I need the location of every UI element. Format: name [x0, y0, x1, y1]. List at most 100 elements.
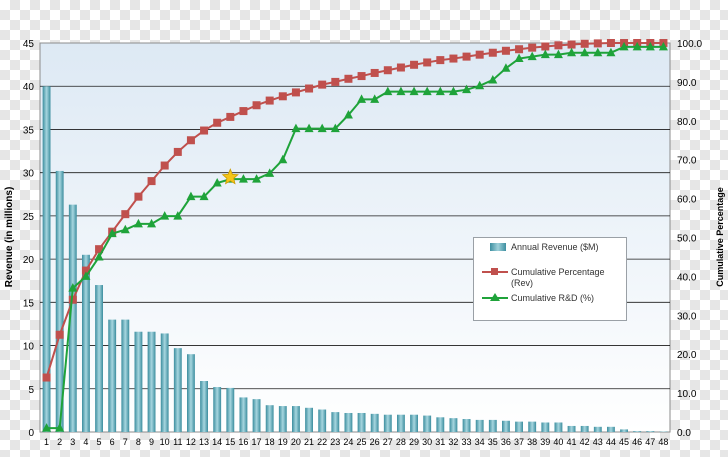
x-tick-label: 20	[291, 437, 301, 447]
y2-tick-label: 0.0	[677, 428, 691, 439]
triangle-marker	[593, 47, 603, 57]
x-tick-label: 7	[123, 437, 128, 447]
bar	[567, 425, 576, 432]
square-marker	[331, 77, 340, 86]
x-tick-label: 35	[488, 437, 498, 447]
x-tick-label: 17	[252, 437, 262, 447]
triangle-marker	[435, 86, 445, 96]
square-marker	[68, 295, 77, 304]
triangle-marker	[160, 211, 170, 220]
y-tick-label: 10	[23, 342, 35, 353]
legend-item-cumulative-rev: Cumulative Percentage (Rev)	[482, 267, 621, 289]
bar	[95, 285, 103, 432]
bar	[593, 426, 602, 432]
x-tick-label: 30	[422, 437, 432, 447]
revenue-bars	[42, 86, 668, 432]
bar	[462, 419, 471, 432]
legend-label-revenue: Annual Revenue ($M)	[511, 242, 599, 252]
x-tick-label: 5	[97, 437, 102, 447]
y-tick-label: 5	[28, 385, 34, 396]
y2-tick-label: 40.0	[677, 272, 697, 283]
x-tick-label: 32	[448, 437, 458, 447]
bar	[449, 418, 458, 432]
x-tick-label: 15	[225, 437, 235, 447]
x-tick-label: 33	[462, 437, 472, 447]
bar	[173, 348, 182, 432]
triangle-marker	[632, 41, 642, 51]
x-tick-label: 34	[475, 437, 485, 447]
legend-label-cumulative-rd: Cumulative R&D (%)	[511, 293, 595, 303]
x-tick-label: 22	[317, 437, 327, 447]
x-tick-label: 18	[265, 437, 275, 447]
square-marker	[449, 54, 458, 63]
square-marker	[160, 161, 169, 170]
x-tick-label: 23	[330, 437, 340, 447]
bar	[278, 406, 287, 432]
square-marker	[134, 192, 143, 201]
square-marker	[213, 118, 222, 127]
bar	[554, 422, 563, 432]
x-tick-label: 29	[409, 437, 419, 447]
y2-tick-label: 70.0	[677, 156, 697, 167]
triangle-marker	[357, 94, 367, 103]
x-tick-label: 13	[199, 437, 209, 447]
square-marker	[318, 80, 327, 89]
bar	[370, 413, 379, 432]
x-tick-label: 2	[57, 437, 62, 447]
x-tick-label: 10	[160, 437, 170, 447]
legend-label-cumulative-rev: Cumulative Percentage (Rev)	[511, 267, 605, 288]
x-tick-label: 46	[632, 437, 642, 447]
bar	[134, 331, 143, 432]
square-marker	[475, 50, 484, 59]
bar	[646, 431, 655, 432]
square-marker	[370, 68, 379, 77]
y-tick-label: 35	[23, 125, 35, 136]
triangle-marker	[212, 178, 222, 187]
x-tick-label: 38	[527, 437, 537, 447]
triangle-marker	[580, 47, 590, 57]
bar	[121, 319, 130, 432]
bar	[226, 387, 235, 432]
triangle-marker	[383, 86, 393, 96]
bar	[187, 354, 195, 432]
x-tick-label: 8	[136, 437, 141, 447]
x-tick-label: 19	[278, 437, 288, 447]
x-tick-label: 14	[212, 437, 222, 447]
bar	[488, 419, 497, 432]
bar	[357, 412, 366, 432]
y-tick-label: 0	[28, 428, 34, 439]
y2-tick-label: 10.0	[677, 389, 697, 400]
triangle-marker	[645, 41, 655, 51]
legend-item-revenue: Annual Revenue ($M)	[482, 242, 621, 253]
y2-axis-label: Cumulative Percentage	[715, 187, 725, 287]
square-marker	[488, 48, 497, 57]
square-marker	[541, 42, 550, 51]
square-marker	[396, 63, 405, 72]
x-tick-label: 11	[173, 437, 182, 447]
square-marker	[554, 41, 563, 50]
y-tick-label: 40	[23, 82, 35, 93]
bar	[423, 415, 432, 432]
triangle-marker	[488, 74, 498, 84]
square-marker	[357, 72, 366, 81]
y-tick-label: 30	[23, 169, 35, 180]
y-tick-label: 20	[23, 255, 35, 266]
square-marker	[95, 245, 104, 254]
square-marker	[515, 45, 524, 54]
x-tick-label: 21	[304, 437, 314, 447]
bar	[633, 431, 642, 432]
x-tick-label: 48	[658, 437, 668, 447]
triangle-marker	[462, 84, 472, 94]
bar	[515, 421, 523, 432]
bar	[331, 412, 340, 432]
bar	[475, 419, 484, 432]
square-marker	[42, 373, 51, 382]
square-marker	[423, 58, 432, 67]
square-marker	[383, 66, 392, 75]
y2-tick-label: 30.0	[677, 311, 697, 322]
triangle-marker	[501, 63, 511, 72]
bar	[620, 429, 628, 432]
square-marker	[55, 330, 64, 339]
bar	[580, 425, 589, 432]
